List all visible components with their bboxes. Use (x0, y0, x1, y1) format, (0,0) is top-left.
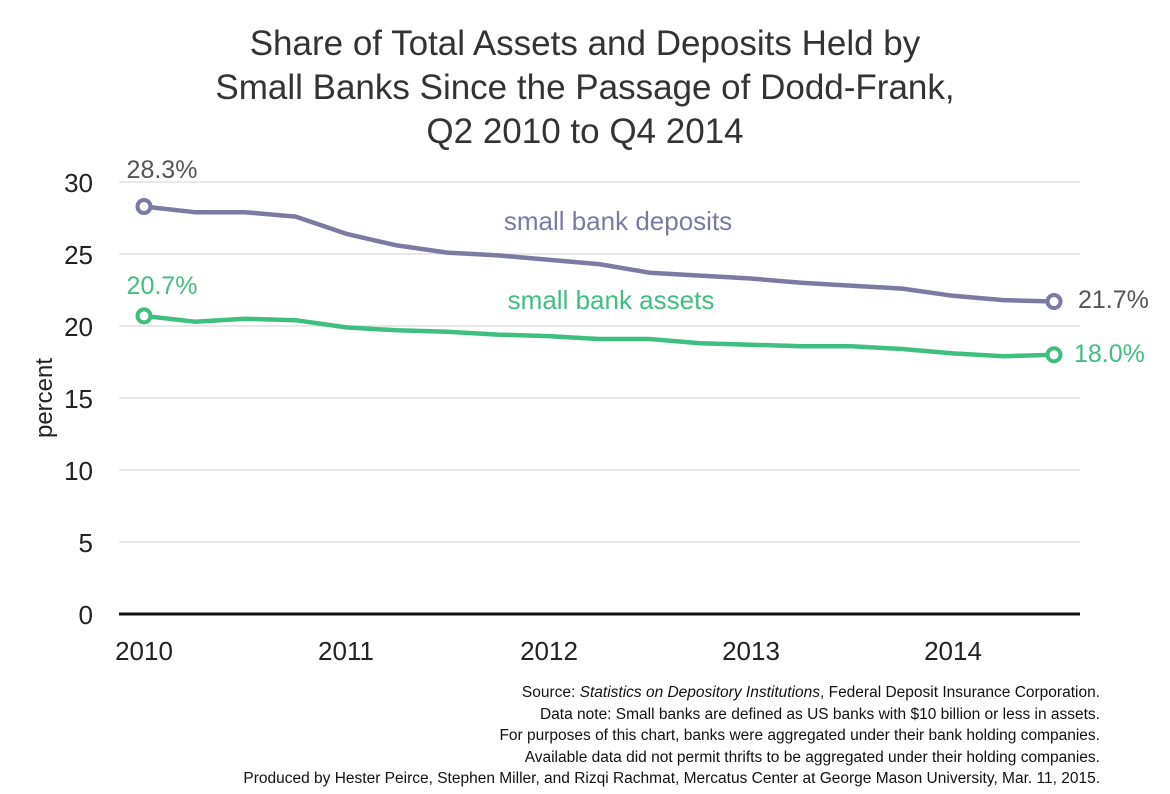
series-endpoint-marker (135, 197, 153, 215)
y-tick-label: 10 (64, 456, 93, 486)
series-line (141, 204, 1057, 304)
end-value-label: 18.0% (1074, 340, 1145, 368)
y-tick-label: 25 (64, 240, 93, 270)
y-tick-label: 5 (79, 528, 93, 558)
end-value-label: 21.7% (1078, 286, 1149, 314)
y-tick-label: 20 (64, 312, 93, 342)
chart-title-line-3: Q2 2010 to Q4 2014 (426, 112, 744, 151)
series-endpoint-marker (1045, 293, 1063, 311)
x-tick-label: 2011 (318, 636, 374, 666)
chart-title-line-2: Small Banks Since the Passage of Dodd-Fr… (215, 68, 955, 107)
series-name-label: small bank assets (508, 285, 715, 315)
series-endpoint-marker (1045, 346, 1063, 364)
source-publication: Statistics on Depository Institutions (579, 684, 820, 701)
x-tick-label: 2014 (924, 636, 982, 666)
data-note-line: Data note: Small banks are defined as US… (539, 705, 1100, 723)
chart-title-line-1: Share of Total Assets and Deposits Held … (249, 24, 921, 63)
thrift-note-line: Available data did not permit thrifts to… (524, 748, 1100, 766)
source-line: Source: Statistics on Depository Institu… (243, 682, 1100, 704)
y-tick-label: 30 (64, 168, 93, 198)
series-endpoint-marker (135, 307, 153, 325)
aggregation-note-line: For purposes of this chart, banks were a… (499, 727, 1100, 744)
y-tick-label: 0 (79, 600, 93, 630)
x-tick-label: 2012 (520, 636, 578, 666)
source-suffix: , Federal Deposit Insurance Corporation. (819, 684, 1100, 701)
source-notes: Source: Statistics on Depository Institu… (243, 682, 1100, 790)
y-tick-label: 15 (64, 384, 93, 414)
y-axis-label: percent (31, 358, 58, 438)
start-value-label: 28.3% (127, 156, 198, 184)
series-name-label: small bank deposits (504, 206, 732, 236)
x-tick-label: 2010 (115, 636, 173, 666)
source-prefix: Source: (521, 684, 580, 701)
credits-line: Produced by Hester Peirce, Stephen Mille… (243, 770, 1100, 787)
x-tick-label: 2013 (722, 636, 780, 666)
series-line (141, 313, 1057, 359)
start-value-label: 20.7% (127, 272, 198, 300)
